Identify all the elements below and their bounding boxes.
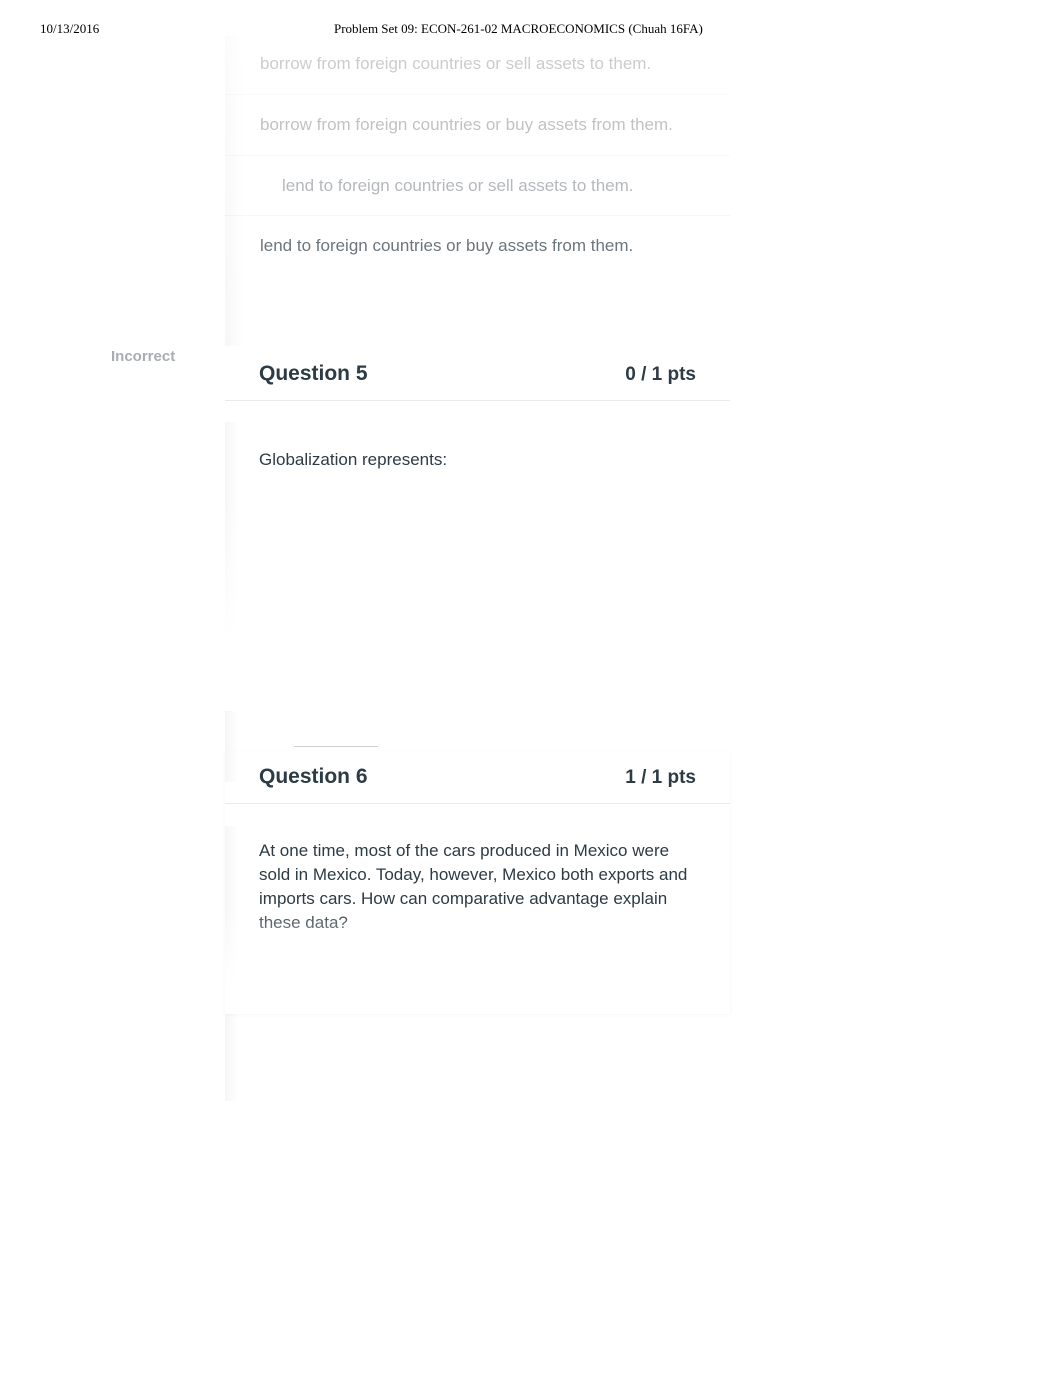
left-shadow-q4: [225, 36, 243, 346]
q5-body-wrap: Globalization represents:: [225, 401, 730, 711]
q4-answer-text-1: borrow from foreign countries or sell as…: [260, 52, 695, 76]
q6-body-wrap: At one time, most of the cars produced i…: [225, 804, 730, 1014]
q5-title: Question 5: [259, 362, 368, 386]
q4-answer-options: borrow from foreign countries or sell as…: [225, 36, 730, 276]
q6-fade-overlay: [225, 904, 730, 1014]
q4-answer-text-4: lend to foreign countries or buy assets …: [260, 234, 695, 258]
q6-header: Question 6 1 / 1 pts: [225, 751, 730, 804]
q5-fade-overlay: [225, 491, 730, 711]
q5-header: Question 5 0 / 1 pts: [225, 348, 730, 401]
header-date: 10/13/2016: [40, 21, 99, 37]
q6-block: Question 6 1 / 1 pts At one time, most o…: [225, 751, 730, 1014]
q4-answer-option-3[interactable]: lend to foreign countries or sell assets…: [225, 155, 730, 216]
content-container: borrow from foreign countries or sell as…: [225, 36, 730, 1014]
q4-answer-option-1[interactable]: borrow from foreign countries or sell as…: [225, 52, 730, 94]
q5-block: Incorrect Question 5 0 / 1 pts Globaliza…: [225, 348, 730, 711]
header-title: Problem Set 09: ECON-261-02 MACROECONOMI…: [334, 21, 703, 37]
q4-answer-option-2[interactable]: borrow from foreign countries or buy ass…: [225, 94, 730, 155]
q4-answer-text-3: lend to foreign countries or sell assets…: [260, 174, 695, 198]
q5-points: 0 / 1 pts: [625, 364, 696, 386]
separator-line: [294, 746, 378, 747]
q4-answer-option-4[interactable]: lend to foreign countries or buy assets …: [225, 215, 730, 276]
q6-title: Question 6: [259, 765, 368, 789]
q6-points: 1 / 1 pts: [625, 767, 696, 789]
q5-incorrect-label: Incorrect: [111, 348, 175, 365]
q4-answer-text-2: borrow from foreign countries or buy ass…: [260, 113, 695, 137]
